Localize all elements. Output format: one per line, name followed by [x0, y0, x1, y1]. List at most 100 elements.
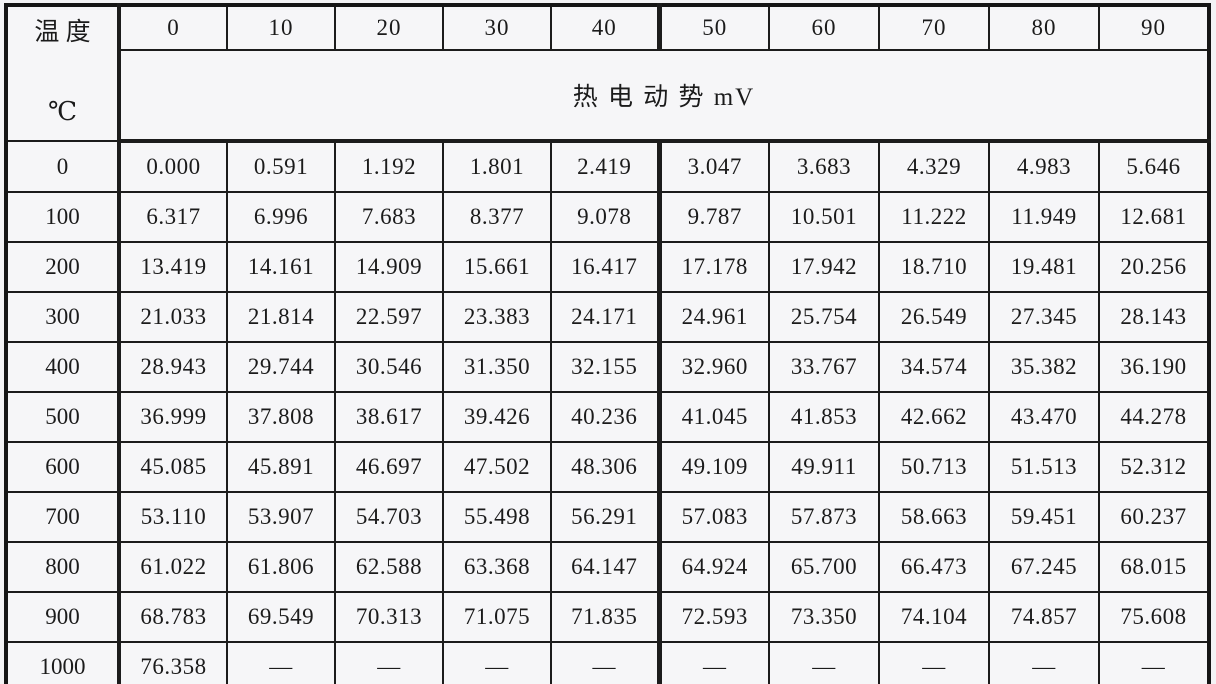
temp-cell-700: 700 — [5, 491, 121, 543]
emf-value-cell: — — [988, 641, 1100, 684]
emf-value-cell: 41.853 — [768, 391, 880, 443]
emf-value-cell: 37.808 — [226, 391, 336, 443]
emf-value-cell: 38.617 — [334, 391, 444, 443]
emf-value-cell: 53.907 — [226, 491, 336, 543]
temperature-label: 温 度 — [34, 19, 91, 46]
emf-value-cell: — — [226, 641, 336, 684]
thermocouple-emf-table: 温 度 ℃ 0 10 20 30 40 50 60 70 80 90 热 电 动 势 mV 0 0.… — [4, 3, 1211, 684]
temp-cell-300: 300 — [5, 291, 121, 343]
emf-value-cell: 13.419 — [118, 241, 228, 293]
emf-value-cell: 60.237 — [1098, 491, 1210, 543]
emf-value-cell: 63.368 — [442, 541, 552, 593]
emf-value-cell: 6.996 — [226, 191, 336, 243]
emf-value-cell: 14.161 — [226, 241, 336, 293]
emf-value-cell: 9.787 — [656, 191, 770, 243]
temp-cell-900: 900 — [5, 591, 121, 643]
col-header-row: 温 度 ℃ 0 10 20 30 40 50 60 70 80 90 — [5, 4, 1210, 142]
emf-value-cell: — — [878, 641, 990, 684]
emf-value-cell: 12.681 — [1098, 191, 1210, 243]
emf-value-cell: 42.662 — [878, 391, 990, 443]
emf-value-cell: 17.942 — [768, 241, 880, 293]
table-body: 0 0.000 0.591 1.192 1.801 2.419 3.047 3.683 4.32… — [5, 140, 1210, 684]
col-header-20: 20 — [334, 4, 444, 51]
emf-value-cell: — — [768, 641, 880, 684]
emf-value-cell: — — [442, 641, 552, 684]
emf-value-cell: 0.591 — [226, 140, 336, 193]
emf-value-cell: 21.814 — [226, 291, 336, 343]
emf-value-cell: 0.000 — [118, 140, 228, 193]
emf-value-cell: 41.045 — [656, 391, 770, 443]
emf-value-cell: 58.663 — [878, 491, 990, 543]
emf-value-cell: 43.470 — [988, 391, 1100, 443]
col-header-90: 90 — [1098, 4, 1210, 51]
table-row-900: 900 68.783 69.549 70.313 71.075 71.835 72.593 7… — [5, 591, 1210, 643]
emf-value-cell: 74.104 — [878, 591, 990, 643]
emf-value-cell: 16.417 — [550, 241, 660, 293]
temp-cell-600: 600 — [5, 441, 121, 493]
table-row-500: 500 36.999 37.808 38.617 39.426 40.236 41.045 4… — [5, 391, 1210, 443]
emf-value-cell: 49.109 — [656, 441, 770, 493]
emf-value-cell: 2.419 — [550, 140, 660, 193]
emf-value-cell: — — [656, 641, 770, 684]
emf-value-cell: 27.345 — [988, 291, 1100, 343]
emf-value-cell: 9.078 — [550, 191, 660, 243]
table-row-400: 400 28.943 29.744 30.546 31.350 32.155 32.960 3… — [5, 341, 1210, 393]
emf-value-cell: 61.022 — [118, 541, 228, 593]
table-row-0: 0 0.000 0.591 1.192 1.801 2.419 3.047 3.683 4.32… — [5, 140, 1210, 193]
emf-value-cell: 69.549 — [226, 591, 336, 643]
emf-value-cell: 73.350 — [768, 591, 880, 643]
emf-value-cell: 15.661 — [442, 241, 552, 293]
emf-value-cell: 3.683 — [768, 140, 880, 193]
col-header-70: 70 — [878, 4, 990, 51]
emf-value-cell: 59.451 — [988, 491, 1100, 543]
emf-value-cell: 31.350 — [442, 341, 552, 393]
table-row-200: 200 13.419 14.161 14.909 15.661 16.417 17.178 1… — [5, 241, 1210, 293]
emf-value-cell: 6.317 — [118, 191, 228, 243]
emf-value-cell: 44.278 — [1098, 391, 1210, 443]
emf-value-cell: 29.744 — [226, 341, 336, 393]
emf-value-cell: 20.256 — [1098, 241, 1210, 293]
col-header-0: 0 — [118, 4, 228, 51]
col-header-30: 30 — [442, 4, 552, 51]
emf-value-cell: 34.574 — [878, 341, 990, 393]
emf-value-cell: 68.783 — [118, 591, 228, 643]
emf-value-cell: 21.033 — [118, 291, 228, 343]
emf-header-cell: 热 电 动 势 mV — [118, 49, 1210, 143]
emf-value-cell: 70.313 — [334, 591, 444, 643]
emf-value-cell: 50.713 — [878, 441, 990, 493]
emf-value-cell: 53.110 — [118, 491, 228, 543]
temp-cell-1000: 1000 — [5, 641, 121, 684]
emf-value-cell: 28.943 — [118, 341, 228, 393]
emf-value-cell: 57.083 — [656, 491, 770, 543]
emf-value-cell: 24.171 — [550, 291, 660, 343]
col-header-60: 60 — [768, 4, 880, 51]
table-row-700: 700 53.110 53.907 54.703 55.498 56.291 57.083 5… — [5, 491, 1210, 543]
emf-value-cell: — — [334, 641, 444, 684]
col-header-40: 40 — [550, 4, 660, 51]
emf-value-cell: 45.085 — [118, 441, 228, 493]
emf-value-cell: 4.329 — [878, 140, 990, 193]
emf-value-cell: 64.147 — [550, 541, 660, 593]
emf-value-cell: 75.608 — [1098, 591, 1210, 643]
emf-value-cell: 28.143 — [1098, 291, 1210, 343]
emf-value-cell: 46.697 — [334, 441, 444, 493]
emf-value-cell: 35.382 — [988, 341, 1100, 393]
emf-value-cell: 8.377 — [442, 191, 552, 243]
col-header-50: 50 — [656, 4, 770, 51]
emf-value-cell: 3.047 — [656, 140, 770, 193]
emf-value-cell: 26.549 — [878, 291, 990, 343]
emf-value-cell: 48.306 — [550, 441, 660, 493]
emf-value-cell: 55.498 — [442, 491, 552, 543]
emf-value-cell: 36.999 — [118, 391, 228, 443]
emf-value-cell: 17.178 — [656, 241, 770, 293]
celsius-unit-label: ℃ — [47, 97, 78, 126]
emf-value-cell: — — [1098, 641, 1210, 684]
temp-cell-800: 800 — [5, 541, 121, 593]
emf-value-cell: 47.502 — [442, 441, 552, 493]
temperature-corner-cell: 温 度 ℃ — [5, 4, 121, 142]
temp-cell-400: 400 — [5, 341, 121, 393]
emf-value-cell: — — [550, 641, 660, 684]
emf-value-cell: 11.222 — [878, 191, 990, 243]
emf-value-cell: 19.481 — [988, 241, 1100, 293]
